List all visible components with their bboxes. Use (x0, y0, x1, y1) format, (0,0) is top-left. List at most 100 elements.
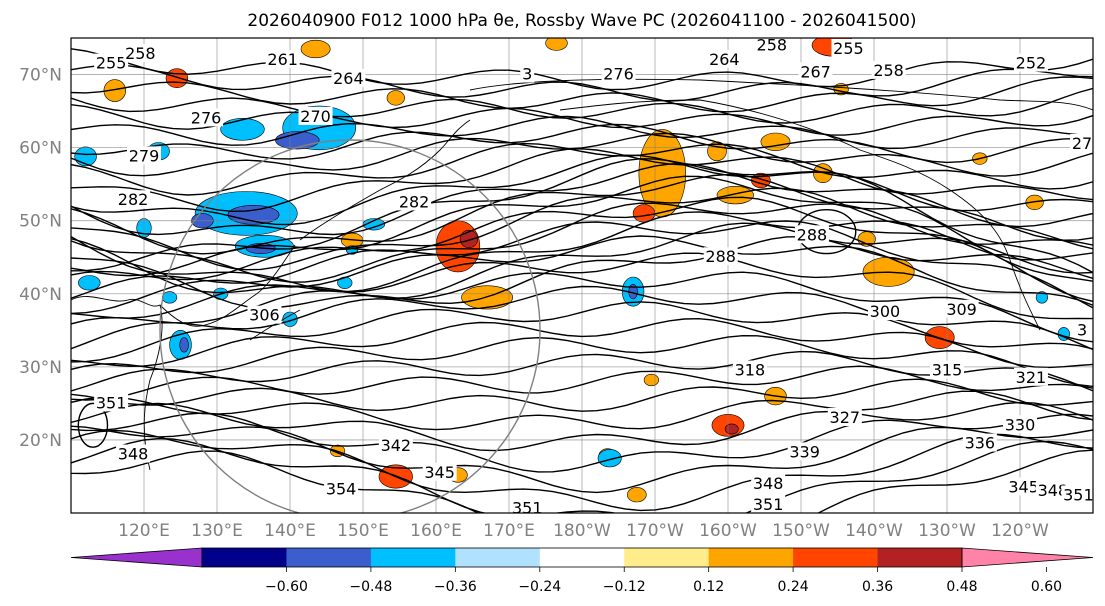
theta-e-contour-30 (71, 142, 1093, 196)
contour-label-12: 267 (800, 62, 831, 81)
map-title: 2026040900 F012 1000 hPa θe, Rossby Wave… (247, 11, 917, 31)
contour-label-bg-12 (798, 62, 833, 81)
contour-label-bg-25 (1003, 415, 1037, 434)
contour-label-bg-29 (422, 462, 457, 481)
colorbar: −0.60 −0.48 −0.36 −0.24 −0.12 0.12 0.24 0.36 0.4… (70, 547, 1094, 595)
contour-label-bg-5 (189, 108, 224, 127)
axis-label-layer: 70°N 60°N 50°N 40°N 30°N 20°N 120°E 130°E 140°E 1… (19, 66, 1049, 541)
colorbar-tick-label: −0.60 (265, 579, 308, 595)
contour-label-37: 348 (118, 445, 149, 464)
contour-label-29: 345 (424, 463, 455, 482)
contour-label-10: 258 (757, 35, 788, 54)
contour-label-7: 279 (129, 146, 160, 165)
theta-e-contours (71, 48, 1093, 513)
lon-tick-label: 150°E (337, 521, 389, 541)
colorbar-extend-low (70, 547, 203, 568)
contour-label-bg-15 (1013, 53, 1048, 72)
pc-patch-28 (626, 487, 647, 503)
pc-patch-46 (179, 337, 189, 353)
contour-label-bg-22 (930, 360, 964, 379)
theta-e-contour-31 (71, 132, 1093, 177)
contour-label-bg-34 (1006, 477, 1041, 496)
lat-tick-label: 70°N (19, 66, 62, 86)
lat-tick-label: 30°N (19, 358, 62, 378)
theta-e-contour-18 (71, 196, 1093, 303)
contour-label-bg-20 (247, 305, 282, 324)
pc-patch-22 (724, 423, 739, 435)
theta-e-contour-6 (71, 390, 1093, 431)
contour-label-bg-4 (298, 106, 333, 125)
pc-patch-36 (74, 146, 97, 167)
theta-e-contour-37 (71, 64, 1093, 102)
contour-label-30: 354 (326, 480, 357, 499)
contour-label-14: 258 (873, 61, 904, 80)
contour-label-34: 345 (1008, 477, 1039, 496)
theta-e-contour-17 (71, 220, 1093, 309)
contour-label-bg-18 (867, 302, 902, 321)
contour-label-bg-16 (703, 247, 738, 266)
lat-tick-label: 20°N (19, 431, 62, 451)
theta-e-contour-38 (71, 48, 1093, 91)
contour-label-bg-10 (754, 38, 789, 54)
theta-e-contour-26 (71, 173, 1093, 255)
lat-tick-label: 50°N (19, 212, 62, 232)
colorbar-tick-label: 0.12 (693, 579, 724, 595)
rossby-wave-circle (159, 139, 541, 513)
colorbar-tick-label: −0.12 (603, 579, 646, 595)
contour-label-bg-26 (962, 433, 997, 452)
contour-label-bg-9 (397, 192, 432, 211)
colorbar-tick-label: −0.36 (434, 579, 477, 595)
contour-label-bg-11 (707, 49, 742, 68)
contour-label-36: 351 (1063, 485, 1094, 504)
colorbar-segment-1 (286, 548, 372, 567)
contour-label-1: 258 (125, 44, 156, 63)
contour-label-27: 339 (789, 442, 820, 461)
colorbar-tick-label: −0.24 (518, 579, 561, 595)
theta-e-contour-22 (71, 222, 1093, 299)
contour-label-35: 348 (1038, 481, 1069, 500)
contour-label-15: 252 (1016, 54, 1047, 73)
contour-label-bg-27 (787, 442, 822, 461)
lon-tick-label: 160°W (699, 521, 757, 541)
contour-label-bg-13 (831, 38, 866, 57)
colorbar-segment-5 (624, 548, 710, 567)
theta-e-contour-20 (71, 158, 1093, 274)
lon-tick-label: 140°W (845, 521, 903, 541)
contour-label-bg-30 (324, 479, 359, 498)
theta-e-contour-0 (71, 449, 1093, 513)
pc-patch-33 (220, 118, 265, 141)
contour-label-19: 309 (946, 300, 977, 319)
contour-label-bg-1 (123, 44, 158, 63)
theta-e-contour-21 (71, 235, 1093, 309)
lon-tick-label: 140°E (264, 521, 316, 541)
contour-label-4: 270 (300, 107, 331, 126)
colorbar-tick-label: −0.48 (349, 579, 392, 595)
theta-e-contour-8 (71, 365, 1093, 401)
contour-label-bg-36 (1061, 485, 1093, 504)
contour-label-11: 264 (709, 50, 740, 69)
contour-label-17: 288 (797, 225, 828, 244)
theta-e-contour-29 (71, 148, 1093, 213)
contour-label-39: 27 (1072, 134, 1092, 153)
contour-label-22: 315 (932, 361, 963, 380)
theta-e-contour-11 (71, 317, 1093, 369)
theta-e-contour-2 (71, 429, 1093, 512)
contour-label-bg-31 (510, 498, 545, 513)
colorbar-segment-0 (202, 548, 287, 567)
theta-e-contour-34 (71, 103, 1093, 136)
theta-e-contour-27 (71, 162, 1093, 236)
theta-e-contour-1 (71, 437, 1093, 513)
contour-label-13: 255 (833, 39, 864, 58)
theta-e-contour-35 (71, 87, 1093, 124)
contour-label-40: 3 (1077, 320, 1087, 339)
pc-patch-44 (78, 275, 101, 291)
theta-e-contour-25 (71, 187, 1093, 271)
theta-e-contour-16 (71, 235, 1093, 315)
contour-label-bg-28 (378, 435, 413, 454)
lon-tick-label: 120°W (991, 521, 1049, 541)
theta-e-contour-36 (71, 76, 1093, 113)
theta-e-contour-24 (71, 202, 1093, 283)
colorbar-tick-label: 0.36 (862, 579, 893, 595)
